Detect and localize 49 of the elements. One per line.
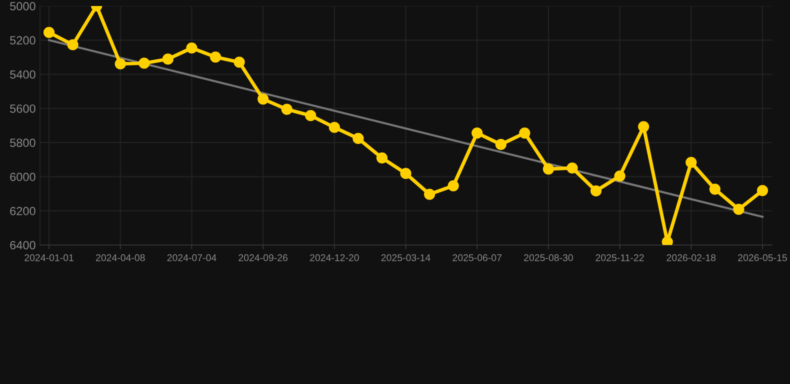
point: [258, 93, 269, 105]
point: [662, 236, 673, 245]
point: [234, 56, 245, 68]
point: [43, 26, 55, 38]
x-tick-label: 2024-12-20: [310, 254, 359, 262]
y-tick-label: 6400: [10, 241, 36, 250]
point: [756, 184, 768, 196]
point: [614, 170, 626, 182]
x-tick-label: 2025-11-22: [596, 254, 644, 262]
point: [424, 188, 436, 200]
y-tick-label: 5600: [10, 104, 36, 113]
point: [519, 127, 530, 139]
point: [733, 204, 744, 215]
x-tick-label: 2024-01-01: [24, 254, 74, 262]
point: [590, 185, 602, 196]
y-tick-label: 5000: [10, 2, 36, 10]
point: [138, 58, 150, 69]
x-tick-label: 2025-08-30: [524, 254, 573, 262]
point: [495, 138, 506, 150]
x-tick-label: 2024-04-08: [96, 254, 145, 262]
point: [472, 127, 483, 139]
point: [686, 156, 697, 168]
point: [162, 54, 174, 65]
point: [67, 39, 78, 50]
point: [281, 104, 292, 115]
point: [566, 162, 578, 174]
x-tick-label: 2024-09-26: [238, 254, 288, 262]
y-tick-label: 5400: [10, 70, 36, 79]
point: [400, 168, 412, 180]
point: [638, 121, 650, 132]
y-tick-label: 6000: [10, 172, 36, 182]
x-tick-label: 2024-07-04: [167, 254, 216, 262]
point: [328, 122, 340, 133]
y-tick-label: 6200: [10, 206, 36, 216]
point: [542, 163, 554, 175]
point: [305, 110, 316, 122]
x-tick-label: 2026-02-18: [666, 254, 716, 262]
point: [114, 58, 126, 70]
point: [376, 152, 388, 164]
x-tick-label: 2025-03-14: [381, 254, 430, 262]
point: [210, 51, 222, 63]
x-tick-label: 2026-05-15: [738, 254, 787, 262]
point: [352, 132, 364, 144]
y-tick-label: 5200: [10, 36, 36, 45]
x-tick-label: 2025-06-07: [452, 254, 502, 262]
point: [448, 180, 459, 192]
point: [186, 42, 198, 54]
point: [709, 184, 720, 195]
y-tick-label: 5800: [10, 138, 36, 147]
